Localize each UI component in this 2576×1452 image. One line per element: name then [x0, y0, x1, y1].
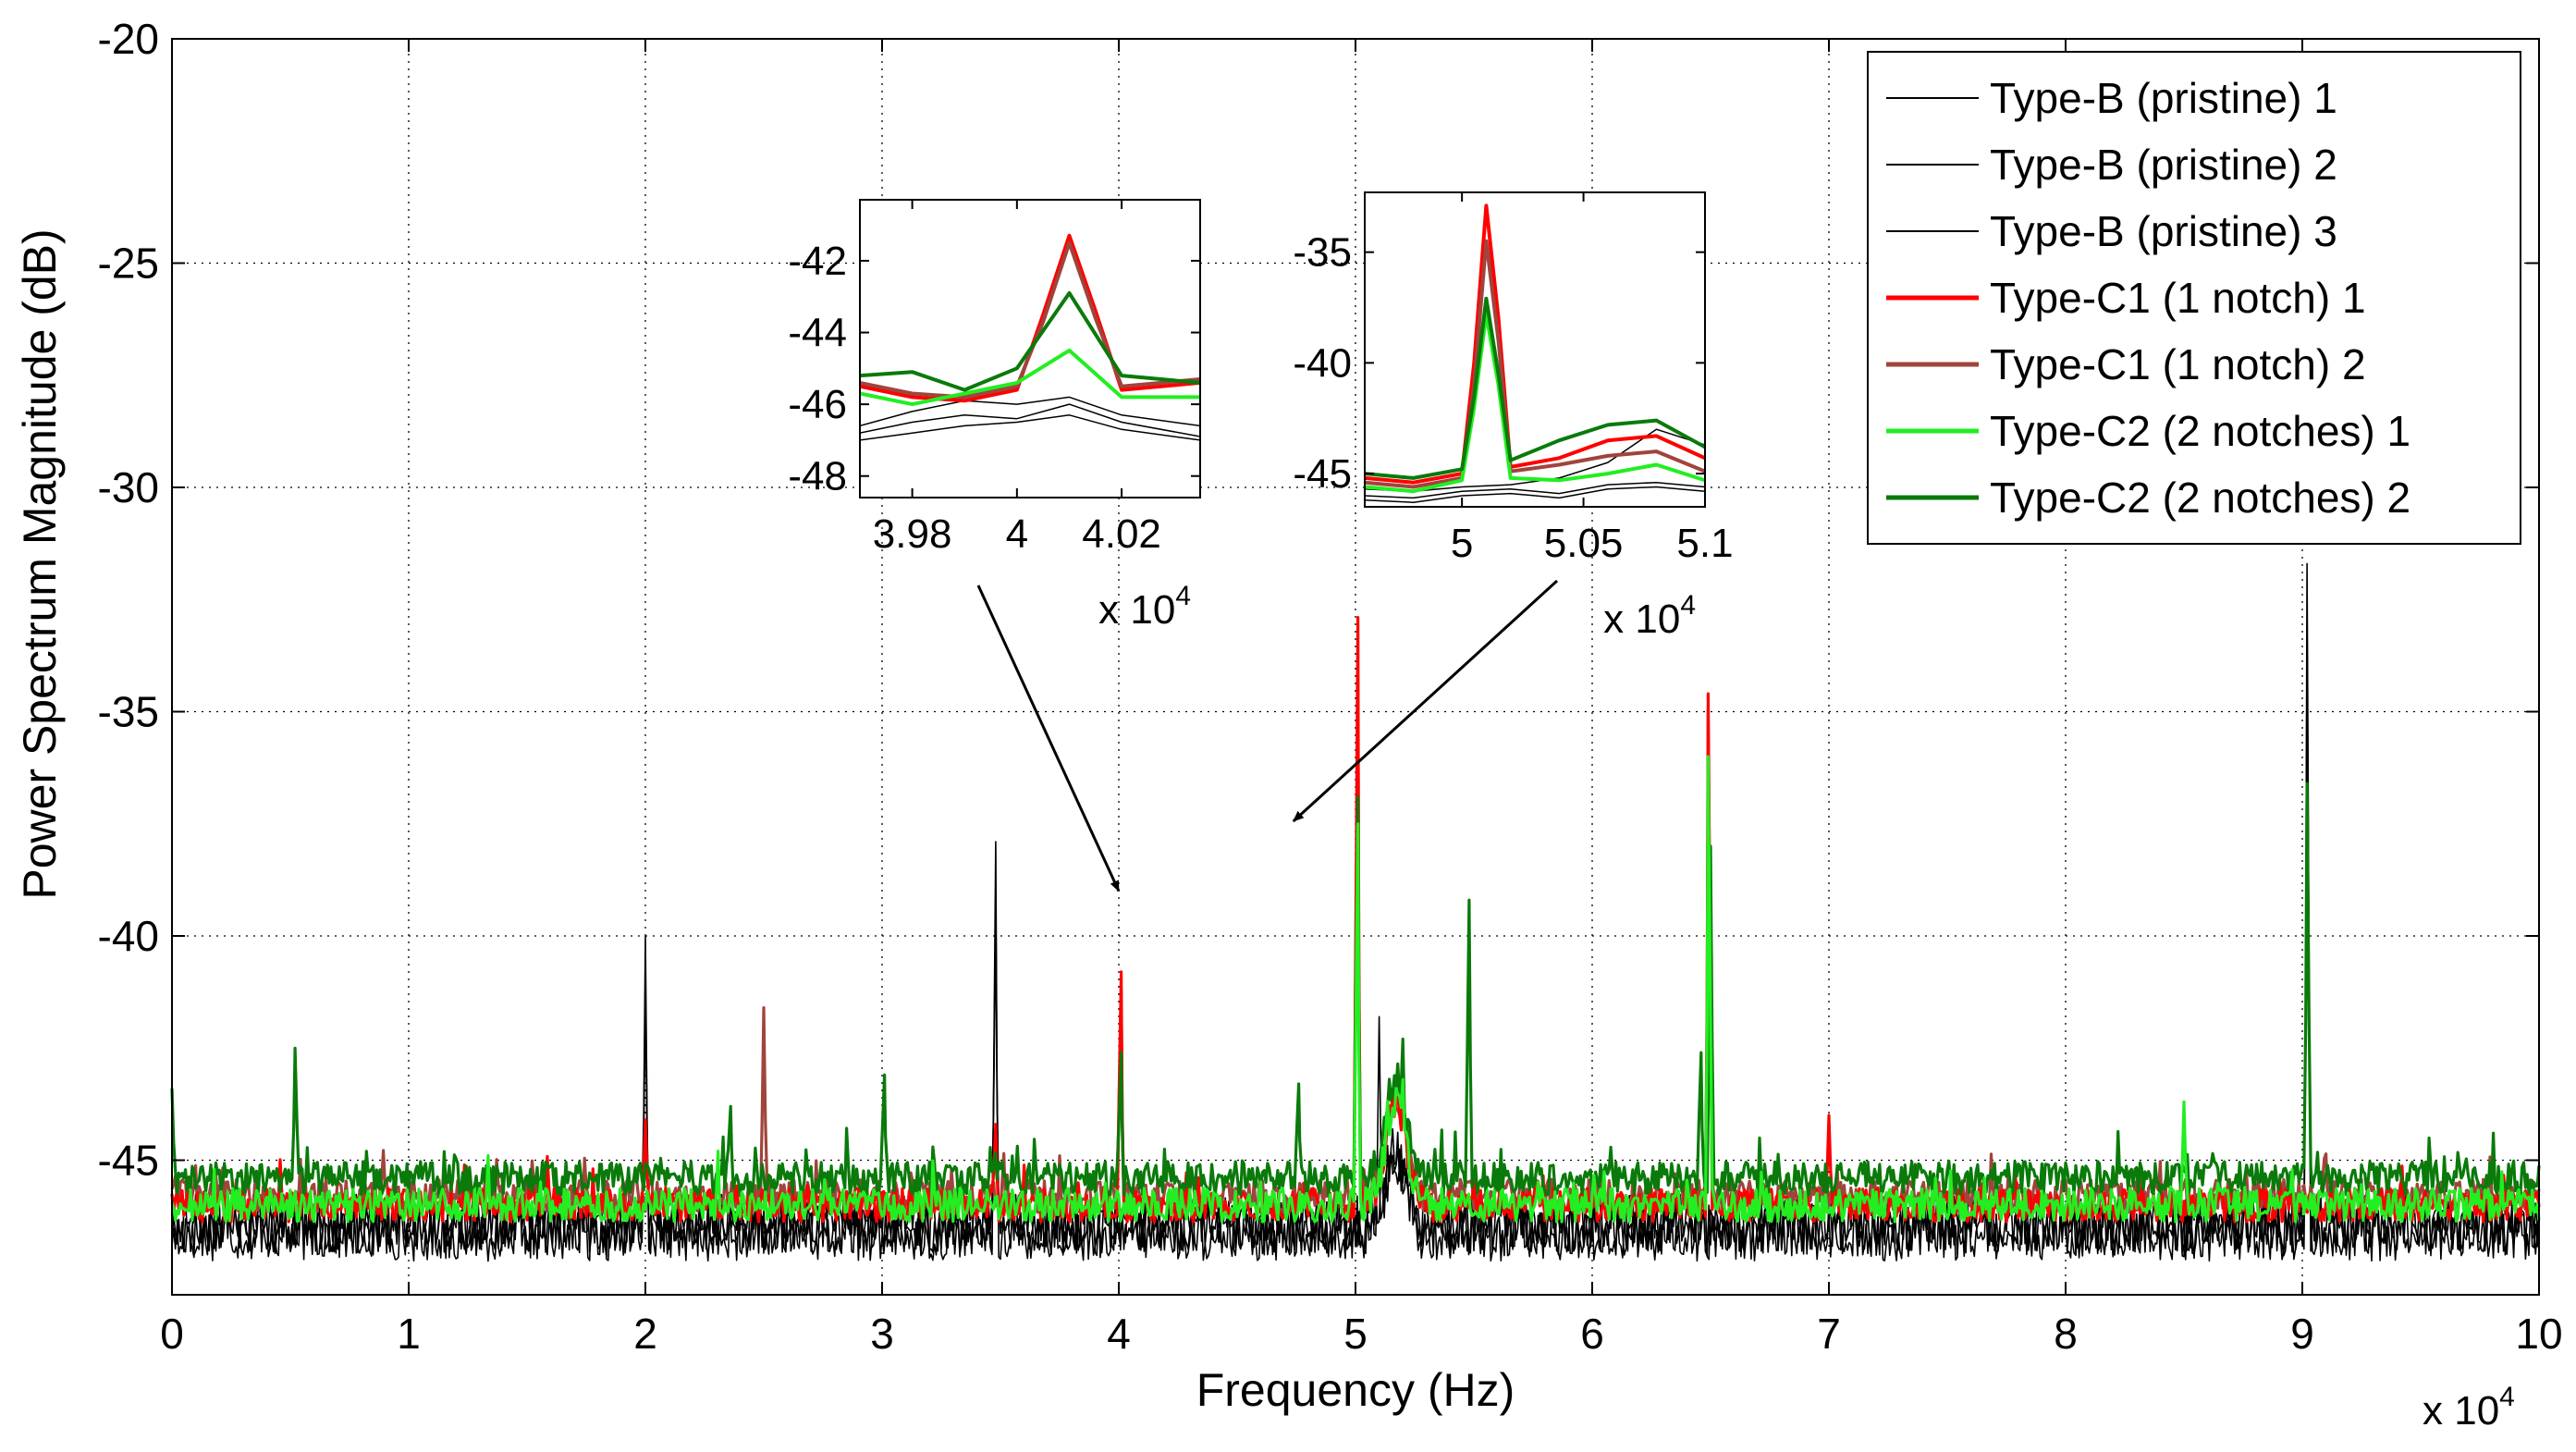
main-ticks: 0 1 2 3 4 5 6 7 8 9 10 -20 -25 -30 -35 -40 -45 [98, 15, 2563, 1358]
x-tick-label: 4 [1107, 1310, 1131, 1358]
inset-x-tick-label: 5.1 [1676, 521, 1733, 566]
inset-50k: 5 5.05 5.1 -35 -40 -45 x 104 [1293, 191, 1734, 642]
y-tick-label: -45 [98, 1137, 159, 1185]
inset-series-line [1365, 481, 1705, 499]
y-tick-label: -20 [98, 15, 159, 63]
x-tick-label: 5 [1343, 1310, 1368, 1358]
inset-series-line [860, 348, 1200, 407]
inset-series-line [1365, 203, 1705, 485]
inset-frame [1364, 191, 1706, 508]
y-axis-label: Power Spectrum Magnitude (dB) [14, 228, 66, 899]
inset-y-tick-label: -46 [788, 382, 847, 427]
inset-y-tick-label: -45 [1293, 451, 1352, 497]
inset-x-tick-label: 4.02 [1082, 511, 1161, 557]
inset-background [1365, 192, 1705, 507]
inset-40k: 3.98 4 4.02 -42 -44 -46 -48 x 104 [788, 199, 1201, 633]
inset-x-tick-label: 4 [1006, 511, 1028, 557]
legend-label: Type-B (pristine) 1 [1990, 74, 2337, 122]
y-tick-label: -40 [98, 912, 159, 960]
inset-y-tick-label: -48 [788, 454, 847, 499]
x-tick-label: 6 [1580, 1310, 1604, 1358]
x-axis-label: Frequency (Hz) [1196, 1364, 1515, 1416]
legend-label: Type-C2 (2 notches) 2 [1990, 474, 2410, 522]
y-tick-label: -35 [98, 688, 159, 736]
x-tick-label: 2 [633, 1310, 657, 1358]
annotation-arrow [976, 584, 1121, 892]
inset-y-tick-label: -35 [1293, 230, 1352, 276]
inset-series-line [860, 290, 1200, 392]
x-tick-label: 1 [397, 1310, 421, 1358]
inset-x-tick-label: 3.98 [873, 511, 952, 557]
legend-label: Type-B (pristine) 3 [1990, 207, 2337, 255]
x-tick-label: 0 [160, 1310, 184, 1358]
inset-x-tick-label: 5 [1451, 521, 1473, 566]
legend: Type-B (pristine) 1 Type-B (pristine) 2 Ty… [1867, 51, 2521, 545]
inset-multiplier-exponent: 4 [1175, 581, 1191, 611]
inset-x-tick-label: 5.05 [1544, 521, 1624, 566]
x-tick-label: 8 [2054, 1310, 2078, 1358]
inset-series-line [1365, 239, 1705, 489]
inset-multiplier-exponent: 4 [1680, 590, 1696, 621]
legend-label: Type-C1 (1 notch) 2 [1990, 340, 2366, 388]
x-tick-label: 9 [2290, 1310, 2314, 1358]
inset-series-group [1365, 203, 1705, 503]
legend-label: Type-C1 (1 notch) 1 [1990, 274, 2366, 322]
inset-x-multiplier: x 104 [1098, 581, 1191, 633]
main-series-group [170, 562, 2541, 1262]
legend-label: Type-B (pristine) 2 [1990, 141, 2337, 189]
inset-x-multiplier: x 104 [1603, 590, 1696, 642]
x-multiplier-exponent: 4 [2499, 1382, 2515, 1412]
x-tick-label: 3 [870, 1310, 894, 1358]
inset-series-line [860, 403, 1200, 437]
inset-series-line [860, 396, 1200, 427]
inset-y-tick-label: -42 [788, 239, 847, 284]
legend-label: Type-C2 (2 notches) 1 [1990, 407, 2410, 455]
inset-series-group [860, 233, 1200, 441]
inset-series-line [1365, 296, 1705, 480]
arrows-group [976, 579, 1559, 892]
x-tick-label: 10 [2515, 1310, 2562, 1358]
x-tick-label: 7 [1817, 1310, 1841, 1358]
inset-series-line [1365, 486, 1705, 503]
inset-series-line [860, 414, 1200, 441]
inset-y-tick-label: -40 [1293, 340, 1352, 386]
series-line-type-c2-2-notches-1 [170, 755, 2541, 1224]
insets-group: 3.98 4 4.02 -42 -44 -46 -48 x 104 5 5.05 5.1 -35 -40… [788, 191, 1734, 642]
annotation-arrow [1292, 579, 1559, 823]
inset-y-tick-label: -44 [788, 311, 847, 356]
y-tick-label: -25 [98, 240, 159, 288]
y-tick-label: -30 [98, 463, 159, 511]
inset-frame [859, 199, 1201, 498]
